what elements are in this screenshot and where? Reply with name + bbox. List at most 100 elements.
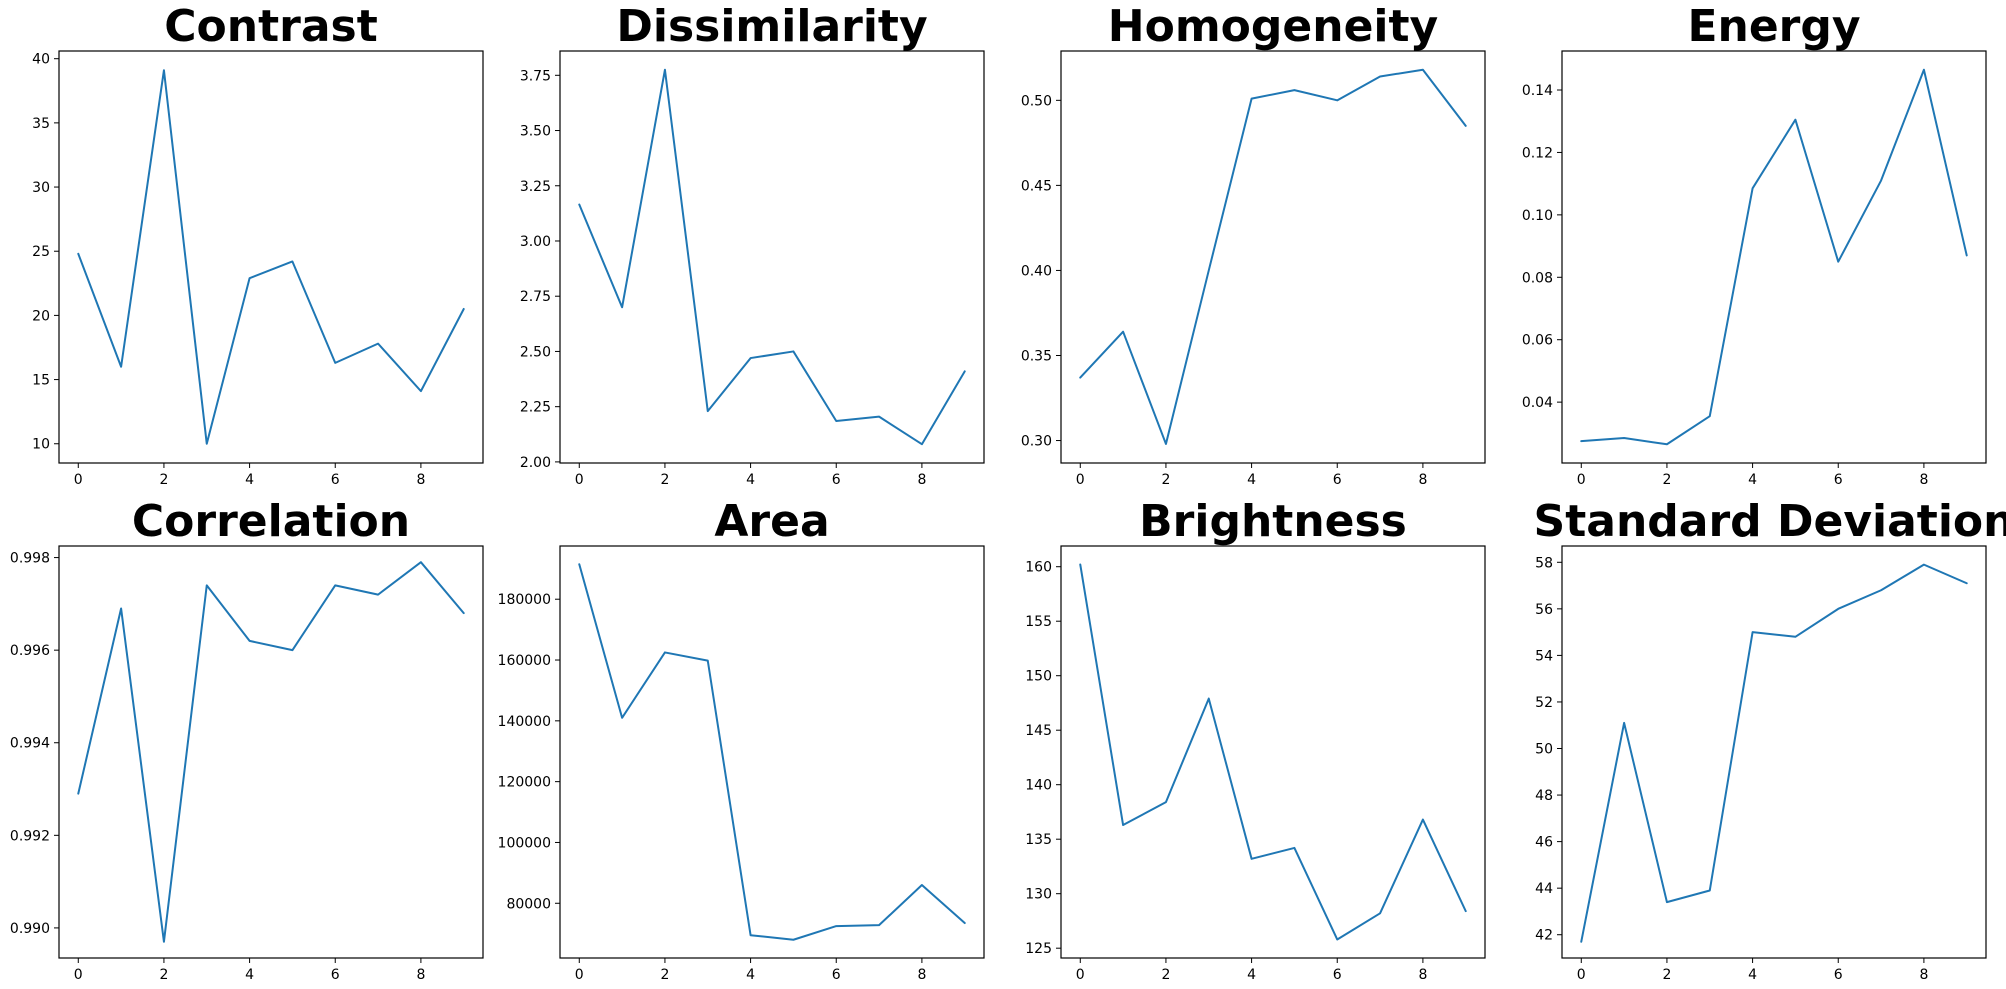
axes-frame [559,50,985,464]
y-tick-label: 2.25 [520,400,551,416]
y-tick-label: 35 [32,116,50,132]
axes-frame [1060,50,1486,464]
y-tick-label: 3.00 [520,234,551,250]
y-tick-label: 15 [32,373,50,389]
x-tick-label: 4 [1748,967,1757,983]
x-tick-label: 2 [159,967,168,983]
x-tick-label: 6 [331,472,340,488]
axes-frame [1561,50,1987,464]
y-tick-label: 0.998 [10,551,50,567]
y-tick-label: 2.75 [520,289,551,305]
y-tick-label: 125 [1025,941,1052,957]
plot-title: Brightness [1139,496,1407,547]
y-tick-label: 46 [1535,835,1553,851]
y-tick-label: 40 [32,52,50,68]
series-line [578,563,966,941]
subplot-homogeneity: Homogeneity 0 2 4 6 8 0.30 0.35 0.40 0.45 0.50 [1021,1,1486,488]
subplot-dissimilarity: Dissimilarity 0 2 4 6 8 2.00 2.25 2.50 2.75 3.00 3.… [520,1,985,488]
y-tick-label: 0.14 [1522,83,1553,99]
y-tick-label: 0.08 [1522,270,1553,286]
y-tick-label: 150 [1025,669,1052,685]
y-tick-label: 155 [1025,614,1052,630]
y-tick-label: 3.50 [520,124,551,140]
x-tick-label: 6 [331,967,340,983]
x-tick-label: 4 [245,967,254,983]
x-tick-label: 6 [1834,472,1843,488]
plot-title: Area [714,496,829,547]
y-tick-label: 58 [1535,555,1553,571]
y-tick-label: 0.35 [1021,348,1052,364]
series-line [1580,563,1968,943]
x-tick-label: 2 [1161,472,1170,488]
x-tick-label: 4 [1748,472,1757,488]
y-tick-label: 50 [1535,742,1553,758]
y-tick-label: 2.00 [520,455,551,471]
y-tick-label: 52 [1535,695,1553,711]
x-tick-label: 8 [1418,967,1427,983]
x-tick-label: 8 [1919,472,1928,488]
x-tick-label: 0 [1076,472,1085,488]
y-tick-label: 2.50 [520,344,551,360]
x-tick-label: 0 [1577,472,1586,488]
y-tick-label: 0.996 [10,643,50,659]
plot-title: Dissimilarity [616,1,927,52]
x-tick-label: 8 [416,472,425,488]
axes-frame [559,545,985,959]
series-line [77,69,465,445]
y-tick-label: 44 [1535,881,1553,897]
y-tick-label: 0.30 [1021,434,1052,450]
y-tick-label: 140 [1025,778,1052,794]
y-tick-label: 56 [1535,602,1553,618]
y-tick-label: 3.75 [520,68,551,84]
y-tick-label: 0.994 [10,736,50,752]
plot-title: Energy [1687,1,1860,52]
series-line [1079,68,1467,445]
x-tick-label: 0 [1076,967,1085,983]
plot-title: Standard Deviation [1534,496,2006,547]
series-line [578,68,966,446]
y-tick-label: 135 [1025,832,1052,848]
x-tick-label: 2 [1662,967,1671,983]
x-tick-label: 2 [660,967,669,983]
y-tick-label: 0.06 [1522,333,1553,349]
x-tick-label: 6 [1834,967,1843,983]
axes-frame [58,545,484,959]
plot-title: Contrast [164,1,378,52]
y-tick-label: 0.50 [1021,93,1052,109]
x-tick-label: 0 [74,967,83,983]
x-tick-label: 8 [1418,472,1427,488]
y-tick-label: 130 [1025,887,1052,903]
y-tick-label: 48 [1535,788,1553,804]
x-tick-label: 0 [575,472,584,488]
y-tick-label: 10 [32,437,50,453]
x-tick-label: 8 [1919,967,1928,983]
x-tick-label: 6 [832,967,841,983]
plot-title: Homogeneity [1108,1,1438,52]
y-tick-label: 180000 [498,592,551,608]
x-tick-label: 4 [746,472,755,488]
y-tick-label: 0.990 [10,921,50,937]
series-line [1580,68,1968,446]
subplot-energy: Energy 0 2 4 6 8 0.04 0.06 0.08 0.10 0.12 0.14 [1522,1,1987,488]
x-tick-label: 4 [1247,967,1256,983]
x-tick-label: 2 [159,472,168,488]
y-tick-label: 20 [32,308,50,324]
y-tick-label: 0.40 [1021,263,1052,279]
y-tick-label: 0.12 [1522,145,1553,161]
axes-frame [1561,545,1987,959]
y-tick-label: 3.25 [520,179,551,195]
subplot-contrast: Contrast 0 2 4 6 8 10 15 20 25 30 35 40 [32,1,484,488]
subplot-brightness: Brightness 0 2 4 6 8 125 130 135 140 145 150 155 160 [1025,496,1486,983]
x-tick-label: 4 [746,967,755,983]
y-tick-label: 120000 [498,775,551,791]
y-tick-label: 160000 [498,653,551,669]
x-tick-label: 4 [245,472,254,488]
x-tick-label: 8 [917,472,926,488]
x-tick-label: 0 [575,967,584,983]
y-tick-label: 0.04 [1522,395,1553,411]
y-tick-label: 30 [32,180,50,196]
x-tick-label: 8 [917,967,926,983]
x-tick-label: 2 [660,472,669,488]
